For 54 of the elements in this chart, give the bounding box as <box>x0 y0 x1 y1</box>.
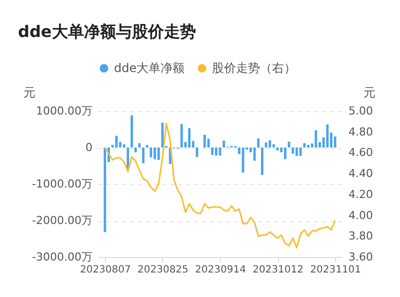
bar <box>214 148 218 156</box>
bar <box>130 115 133 148</box>
y-tick-label: -1000.00万 <box>32 178 92 190</box>
y2-tick-label: 3.60 <box>348 250 373 264</box>
y-tick-label: 0 <box>86 141 92 154</box>
x-tick-label: 20231101 <box>310 264 362 276</box>
y2-tick-label: 4.20 <box>348 188 373 201</box>
bar <box>303 143 306 148</box>
bar <box>260 148 264 175</box>
x-tick-label: 20230807 <box>80 264 131 276</box>
bar <box>292 148 294 154</box>
bar <box>126 148 130 170</box>
y-tick-label: -3000.00万 <box>32 250 92 264</box>
bar <box>122 144 126 148</box>
x-tick-label: 20230825 <box>138 264 188 276</box>
y2-tick-label: 5.00 <box>348 104 373 118</box>
bar <box>146 144 148 148</box>
chart-title: dde大单净额与股价走势 <box>18 22 196 41</box>
legend-label: 股价走势（右） <box>212 61 296 76</box>
bar <box>314 130 318 148</box>
line-series <box>104 122 336 248</box>
y2-tick-label: 4.40 <box>348 167 373 180</box>
bar <box>154 148 156 160</box>
bar <box>115 136 118 148</box>
legend-label: dde大单净额 <box>114 61 185 76</box>
bar <box>104 148 106 232</box>
bar <box>157 148 160 160</box>
x-tick-label: 20230914 <box>195 264 246 276</box>
bar <box>284 148 286 160</box>
bar <box>299 148 302 156</box>
y-axis-title: 元 <box>24 86 36 100</box>
y2-tick-label: 4.00 <box>348 208 373 222</box>
bar <box>326 124 329 148</box>
bar <box>138 143 141 148</box>
y-tick-label: 1000.00万 <box>36 104 92 118</box>
bar <box>296 148 298 156</box>
y2-tick-label: 4.60 <box>348 146 373 160</box>
bar <box>142 148 144 164</box>
bar <box>203 134 206 148</box>
y2-axis-title: 元 <box>364 86 376 100</box>
bar <box>188 128 191 148</box>
bar <box>257 138 260 148</box>
bar <box>268 140 272 148</box>
bar <box>134 148 137 152</box>
bar <box>180 124 183 148</box>
bar <box>272 144 275 148</box>
bar <box>211 148 214 155</box>
bar <box>307 144 310 148</box>
y2-tick-label: 4.80 <box>348 125 373 138</box>
bar <box>334 136 336 148</box>
bar <box>222 140 226 148</box>
y2-tick-label: 3.80 <box>348 230 373 243</box>
y-tick-label: -2000.00万 <box>32 214 92 227</box>
x-tick-label: 20231012 <box>252 264 304 276</box>
